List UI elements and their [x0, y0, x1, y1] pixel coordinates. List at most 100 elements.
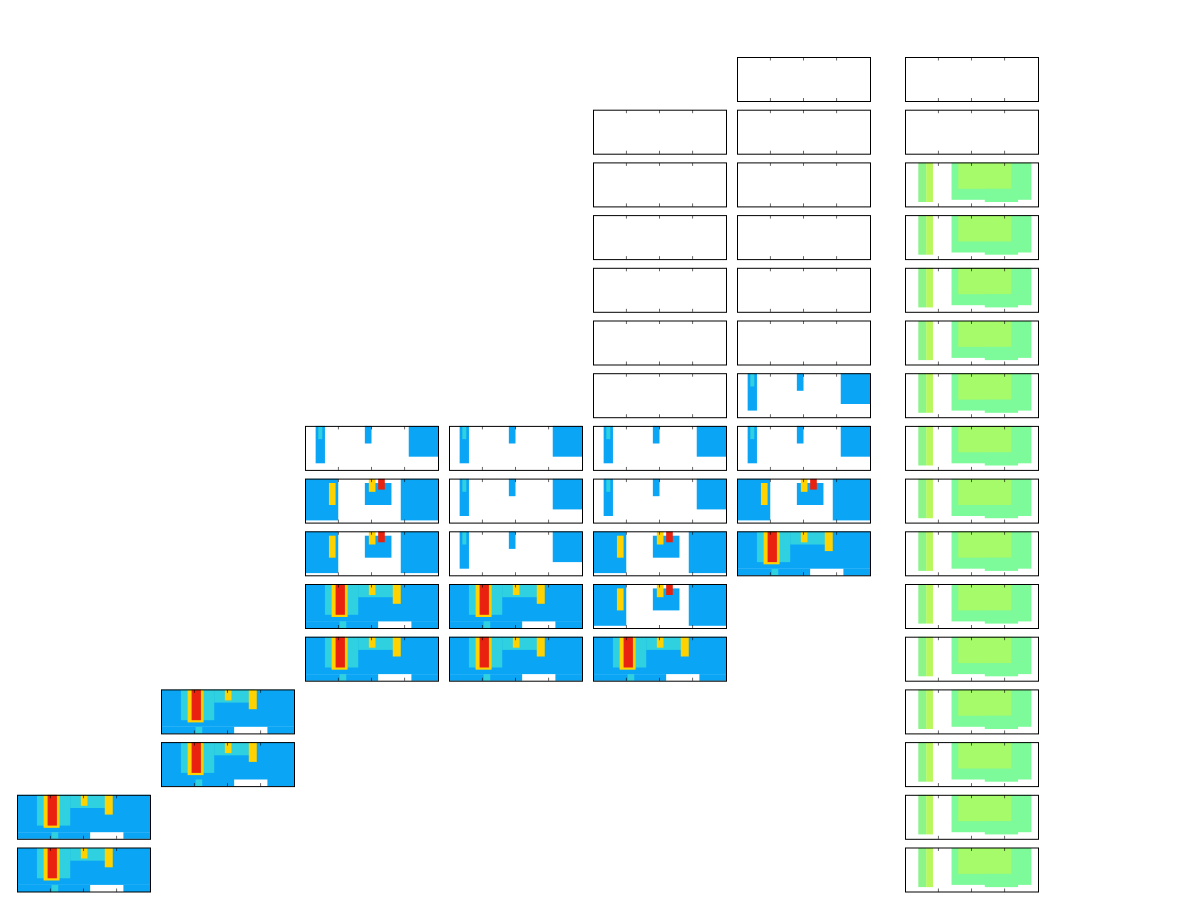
heat-cell [666, 531, 673, 543]
heat-cell [214, 689, 255, 703]
heat-cell [512, 584, 520, 595]
heat-cell [400, 531, 438, 574]
heat-cell [926, 320, 933, 361]
panel [161, 742, 295, 788]
heat-cell [512, 636, 520, 648]
panel-frame [737, 320, 871, 366]
heat-cell [248, 689, 257, 710]
heat-cell [796, 483, 824, 505]
panel [449, 531, 583, 577]
heat-cell [267, 779, 294, 787]
heat-cell [918, 847, 927, 888]
panel-frame [449, 636, 583, 682]
heat-cell [918, 531, 927, 571]
panel [905, 636, 1039, 682]
heat-cell [832, 478, 870, 521]
heat-cell [400, 478, 438, 521]
heat-cell [918, 425, 927, 466]
heat-cell [926, 267, 933, 308]
heat-cell [926, 373, 933, 413]
heat-cell [195, 779, 203, 787]
heat-cell [483, 621, 491, 628]
heat-cell [796, 373, 804, 391]
panel [905, 373, 1039, 419]
heat-cell [47, 847, 57, 879]
heat-cell [411, 674, 438, 681]
panel [449, 584, 583, 629]
heat-cell [984, 821, 1019, 835]
heat-cell [318, 425, 323, 440]
heat-cell [958, 425, 1012, 453]
heat-cell [800, 478, 808, 492]
panel [905, 794, 1039, 840]
panel-frame [305, 584, 439, 629]
panel [737, 162, 871, 208]
heat-cell [123, 832, 150, 839]
panel-frame [737, 215, 871, 261]
heat-cell [926, 847, 933, 888]
panel [737, 478, 871, 524]
heat-cell [984, 663, 1019, 677]
heat-cell [984, 610, 1019, 624]
heat-cell [627, 674, 635, 681]
panel [593, 267, 727, 313]
heat-cell [958, 478, 1012, 505]
heat-cell [652, 588, 680, 611]
panel [905, 478, 1039, 524]
heat-cell [508, 531, 516, 549]
panel [305, 425, 439, 471]
heat-cell [666, 584, 673, 595]
heat-cell [680, 636, 689, 657]
heat-cell [411, 621, 438, 628]
heat-cell [368, 478, 376, 492]
heat-cell [335, 636, 345, 668]
heat-cell [462, 531, 467, 545]
panel [905, 162, 1039, 208]
heat-cell [918, 584, 927, 624]
panel-frame [905, 584, 1039, 629]
heat-cell [843, 568, 870, 576]
heat-cell [606, 478, 611, 492]
heat-cell [958, 531, 1012, 558]
heat-cell [984, 715, 1019, 729]
panel-frame [161, 742, 295, 788]
panel-frame [905, 109, 1039, 155]
heat-cell [840, 373, 870, 404]
panel [737, 320, 871, 366]
heat-cell [502, 584, 543, 598]
heat-cell [652, 425, 660, 444]
panel-frame [737, 478, 871, 524]
panel [593, 478, 727, 524]
panel [305, 531, 439, 577]
panel-frame [905, 215, 1039, 261]
panel [449, 636, 583, 682]
heat-cell [926, 425, 933, 466]
heat-cell [267, 726, 294, 734]
panel-frame [737, 373, 871, 419]
heat-cell [47, 794, 57, 826]
heat-cell [479, 584, 489, 615]
panel [905, 109, 1039, 155]
heat-cell [958, 794, 1012, 822]
heat-cell [760, 483, 768, 505]
heat-cell [378, 478, 385, 490]
panel [905, 689, 1039, 735]
heat-cell [747, 425, 757, 464]
panel-frame [593, 373, 727, 419]
heat-cell [191, 689, 201, 721]
heat-cell [984, 768, 1019, 782]
heat-cell [918, 215, 927, 255]
heat-cell [364, 425, 372, 444]
heat-cell [80, 794, 88, 806]
panel-frame [449, 478, 583, 524]
heat-cell [926, 794, 933, 835]
heat-cell [984, 452, 1019, 466]
heat-cell [926, 689, 933, 729]
heat-cell [840, 425, 870, 457]
panel [449, 478, 583, 524]
heat-cell [926, 478, 933, 519]
panel-frame [905, 373, 1039, 419]
heat-cell [652, 478, 660, 497]
heat-cell [623, 636, 633, 668]
